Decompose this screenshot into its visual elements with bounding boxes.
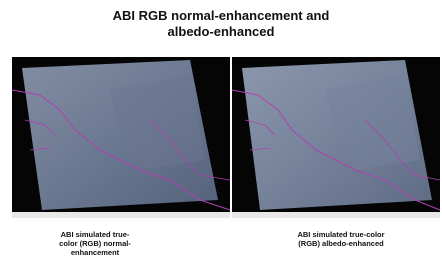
left-image: [12, 57, 230, 218]
right-image: [232, 57, 440, 218]
caption: ABI simulated true-color(RGB) albedo-enh…: [276, 230, 406, 248]
caption-line: enhancement: [35, 248, 155, 257]
title-line: ABI RGB normal-enhancement and: [0, 8, 442, 24]
caption-line: color (RGB) normal-: [35, 239, 155, 248]
title: ABI RGB normal-enhancement and albedo-en…: [0, 8, 442, 40]
slide: ABI RGB normal-enhancement and albedo-en…: [0, 0, 442, 271]
caption-line: (RGB) albedo-enhanced: [276, 239, 406, 248]
title-line: albedo-enhanced: [0, 24, 442, 40]
caption-line: ABI simulated true-: [35, 230, 155, 239]
caption: ABI simulated true-color (RGB) normal-en…: [35, 230, 155, 257]
caption-line: ABI simulated true-color: [276, 230, 406, 239]
